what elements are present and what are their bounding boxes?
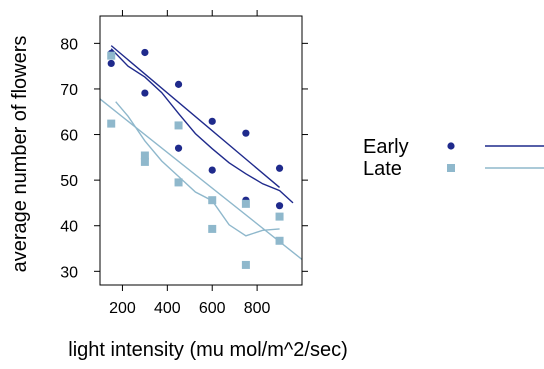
x-tick-label: 600 [199,300,226,317]
series-late-point [140,151,149,160]
x-tick-label: 400 [154,300,181,317]
y-tick-label: 60 [60,128,78,145]
x-axis-title: light intensity (mu mol/m^2/sec) [68,339,347,361]
legend-late-marker [447,164,455,172]
series-late-point [208,196,217,205]
plot-marks [100,45,302,269]
y-tick-label: 40 [60,219,78,236]
series-late-point [107,119,116,128]
series-early-point [174,144,183,152]
series-late-point [107,51,116,60]
series-early-point [174,80,183,88]
series-early-point [208,166,216,174]
y-tick-label: 70 [60,82,78,99]
series-early-point [107,59,115,68]
y-tick-label: 50 [60,173,78,190]
series-late-point [174,178,183,187]
axes: 200 400 600 800 30 40 50 60 70 80 [60,10,308,317]
plot-frame [99,15,303,286]
series-late-point [275,212,284,221]
plot-area [100,45,302,269]
series-late-fit-line [100,98,302,261]
y-tick-label: 30 [60,264,78,281]
legend-early-label: Early [363,136,409,158]
y-tick-label: 80 [60,36,78,53]
series-late-point [174,121,183,130]
series-early-point [141,89,149,97]
series-early-point [242,129,250,137]
series-early-fit-line [110,45,281,188]
series-early-point [208,117,216,125]
series-late-point [241,199,250,208]
series-late-point [275,236,284,245]
series-early-point [275,202,284,210]
series-late-smooth-line [115,101,280,237]
legend-early-marker [447,142,455,150]
series-early-point [141,48,149,57]
y-axis-title: average number of flowers [9,36,31,273]
x-tick-label: 200 [109,300,136,317]
legend-late-label: Late [363,158,402,180]
x-tick-label: 800 [244,300,271,317]
series-late-point [140,157,149,166]
series-late-point [208,224,217,233]
series-late-point [241,260,250,269]
series-early-point [275,164,284,172]
series-early-smooth-line [110,48,294,204]
